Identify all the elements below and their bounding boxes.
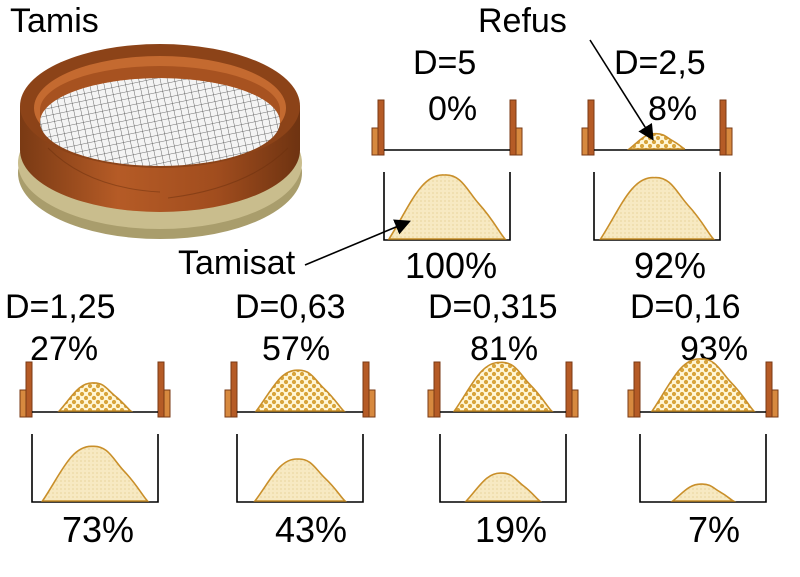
- stage-4-tamisat-pct: 43%: [275, 509, 348, 550]
- stage-2-d-label: D=2,5: [614, 44, 706, 82]
- stage-4-refus-pile: [254, 369, 346, 412]
- stage-6-sieve-right-tab: [771, 389, 779, 418]
- refus-arrow: [589, 39, 654, 141]
- stage-5-sieve-left-post: [433, 361, 441, 418]
- stage-3-tamisat-pile: [40, 445, 150, 502]
- stage-1-tamisat-pct: 100%: [405, 245, 498, 286]
- stage-1-sieve-right-post: [509, 99, 517, 156]
- stage-6-tamisat-pct: 7%: [688, 509, 741, 550]
- stage-2-sieve-right-post: [719, 99, 727, 156]
- stage-1-sieve-left-post: [377, 99, 385, 156]
- stage-2-refus-pct: 8%: [648, 90, 698, 128]
- stage-6-sieve-left-tab: [627, 389, 635, 418]
- stage-3-sieve-right-post: [157, 361, 165, 418]
- stage-4-refus-pct: 57%: [262, 330, 331, 368]
- stage-1-d-label: D=5: [413, 44, 477, 82]
- stage-3-refus-pct: 27%: [30, 330, 99, 368]
- stage-4-sieve-right-tab: [368, 389, 376, 418]
- stage-5-refus-pct: 81%: [470, 330, 539, 368]
- stage-3-sieve-right-tab: [163, 389, 171, 418]
- stage-6-refus-pile: [650, 358, 756, 412]
- stage-4-container: [236, 434, 364, 503]
- stage-4-sieve-right-post: [362, 361, 370, 418]
- stage-5-sieve-right-post: [565, 361, 573, 418]
- stage-3-container: [31, 434, 159, 503]
- stage-1-container: [383, 172, 511, 241]
- stage-2-sieve-left-tab: [581, 127, 589, 156]
- stage-3-refus-pile: [57, 382, 134, 412]
- stage-1-sieve-right-tab: [515, 127, 523, 156]
- stage-2-sieve-right-tab: [725, 127, 733, 156]
- stage-4-tamisat-pile: [253, 458, 348, 502]
- stage-5-refus-pile: [452, 361, 554, 412]
- stage-6-container: [639, 434, 767, 503]
- stage-2-tamisat-pile: [599, 176, 716, 240]
- refus-label: Refus: [478, 2, 567, 40]
- stage-5-sieve-left-tab: [427, 389, 435, 418]
- stage-3-sieve-left-tab: [19, 389, 27, 418]
- stage-2-container: [593, 172, 721, 241]
- stage-1-tamisat-pile: [387, 174, 507, 240]
- stage-5-tamisat-pct: 19%: [475, 509, 548, 550]
- stage-6-tamisat-pile: [670, 483, 737, 502]
- stage-3-sieve-left-post: [25, 361, 33, 418]
- tamisat-arrow: [304, 219, 411, 266]
- stage-3-tamisat-pct: 73%: [62, 509, 135, 550]
- stage-2-tamisat-pct: 92%: [634, 245, 707, 286]
- stage-5-d-label: D=0,315: [428, 288, 558, 326]
- page-title: Tamis: [10, 2, 99, 40]
- stage-6-d-label: D=0,16: [630, 288, 741, 326]
- stage-6-sieve-left-post: [633, 361, 641, 418]
- stage-5-sieve-right-tab: [571, 389, 579, 418]
- stage-4-d-label: D=0,63: [235, 288, 346, 326]
- stage-5-container: [439, 434, 567, 503]
- tamisat-label: Tamisat: [178, 244, 296, 282]
- stage-2-sieve-left-post: [587, 99, 595, 156]
- sieve-illustration: [18, 44, 302, 239]
- stage-1-refus-pct: 0%: [428, 90, 478, 128]
- stage-6-sieve-right-post: [765, 361, 773, 418]
- stage-1-sieve-left-tab: [371, 127, 379, 156]
- stage-4-sieve-left-post: [230, 361, 238, 418]
- stage-2-refus-pile: [626, 132, 686, 150]
- stage-3-d-label: D=1,25: [5, 288, 116, 326]
- stage-4-sieve-left-tab: [224, 389, 232, 418]
- stage-5-tamisat-pile: [464, 472, 543, 502]
